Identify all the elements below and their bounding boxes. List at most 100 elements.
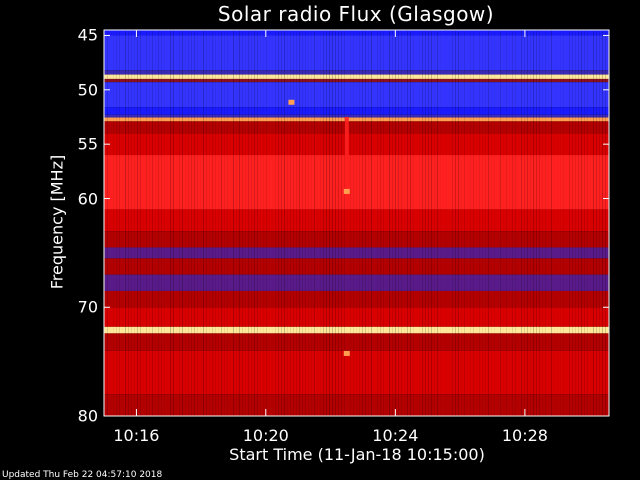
frequency-band	[104, 114, 609, 118]
noise-column	[194, 30, 195, 416]
noise-column	[221, 30, 222, 416]
noise-column	[404, 30, 405, 416]
y-tick-label: 80	[77, 406, 98, 426]
noise-column	[209, 30, 210, 416]
noise-column	[257, 30, 258, 416]
x-axis-label: Start Time (11-Jan-18 10:15:00)	[229, 445, 485, 464]
noise-column	[122, 30, 123, 416]
y-tick-label: 50	[77, 80, 98, 100]
noise-column	[245, 30, 246, 416]
noise-column	[326, 30, 327, 416]
noise-column	[299, 30, 300, 416]
noise-column	[527, 30, 528, 416]
noise-column	[371, 30, 372, 416]
noise-column	[215, 30, 216, 416]
noise-column	[269, 30, 270, 416]
noise-column	[119, 30, 120, 416]
noise-column	[464, 30, 465, 416]
noise-column	[503, 30, 504, 416]
noise-column	[305, 30, 306, 416]
noise-texture	[104, 30, 609, 416]
frequency-band	[104, 333, 609, 351]
frequency-band	[104, 274, 609, 291]
noise-column	[107, 30, 108, 416]
noise-column	[152, 30, 153, 416]
noise-column	[281, 30, 282, 416]
y-tick-label: 55	[77, 134, 98, 154]
noise-column	[374, 30, 375, 416]
noise-column	[422, 30, 423, 416]
frequency-band	[104, 209, 609, 232]
noise-column	[581, 30, 582, 416]
noise-column	[116, 30, 117, 416]
noise-column	[383, 30, 384, 416]
noise-column	[137, 30, 138, 416]
noise-column	[605, 30, 606, 416]
frequency-band	[104, 258, 609, 275]
noise-column	[599, 30, 600, 416]
noise-column	[497, 30, 498, 416]
noise-column	[143, 30, 144, 416]
burst-spot	[343, 350, 350, 356]
noise-column	[488, 30, 489, 416]
noise-column	[386, 30, 387, 416]
y-tick-label: 60	[77, 189, 98, 209]
y-tick-label: 70	[77, 297, 98, 317]
noise-column	[509, 30, 510, 416]
frequency-band	[104, 30, 609, 36]
noise-column	[560, 30, 561, 416]
noise-column	[494, 30, 495, 416]
noise-column	[167, 30, 168, 416]
noise-column	[338, 30, 339, 416]
noise-column	[320, 30, 321, 416]
frequency-band	[104, 117, 609, 122]
noise-column	[158, 30, 159, 416]
frequency-band	[104, 394, 609, 416]
noise-column	[545, 30, 546, 416]
noise-column	[518, 30, 519, 416]
noise-column	[332, 30, 333, 416]
noise-column	[179, 30, 180, 416]
noise-column	[485, 30, 486, 416]
y-axis-label: Frequency [MHz]	[47, 154, 67, 290]
burst-spot	[288, 99, 295, 105]
noise-column	[482, 30, 483, 416]
frequency-band	[104, 155, 609, 210]
noise-column	[263, 30, 264, 416]
noise-column	[584, 30, 585, 416]
y-tick-label: 45	[77, 25, 98, 45]
noise-column	[533, 30, 534, 416]
noise-column	[365, 30, 366, 416]
noise-column	[341, 30, 342, 416]
burst-streak	[344, 116, 349, 199]
noise-column	[161, 30, 162, 416]
noise-column	[392, 30, 393, 416]
plot-area	[104, 30, 609, 416]
noise-column	[170, 30, 171, 416]
frequency-band	[104, 70, 609, 75]
noise-column	[275, 30, 276, 416]
frequency-band	[104, 307, 609, 327]
noise-column	[470, 30, 471, 416]
noise-column	[431, 30, 432, 416]
noise-column	[596, 30, 597, 416]
x-tick-label: 10:28	[501, 426, 548, 445]
noise-column	[563, 30, 564, 416]
noise-column	[278, 30, 279, 416]
noise-column	[296, 30, 297, 416]
noise-column	[428, 30, 429, 416]
noise-column	[197, 30, 198, 416]
noise-column	[539, 30, 540, 416]
burst-spot	[343, 188, 350, 194]
noise-column	[224, 30, 225, 416]
noise-column	[239, 30, 240, 416]
noise-column	[455, 30, 456, 416]
noise-column	[572, 30, 573, 416]
noise-column	[248, 30, 249, 416]
frequency-band	[104, 35, 609, 71]
noise-column	[311, 30, 312, 416]
noise-column	[227, 30, 228, 416]
noise-column	[413, 30, 414, 416]
noise-column	[128, 30, 129, 416]
noise-column	[191, 30, 192, 416]
